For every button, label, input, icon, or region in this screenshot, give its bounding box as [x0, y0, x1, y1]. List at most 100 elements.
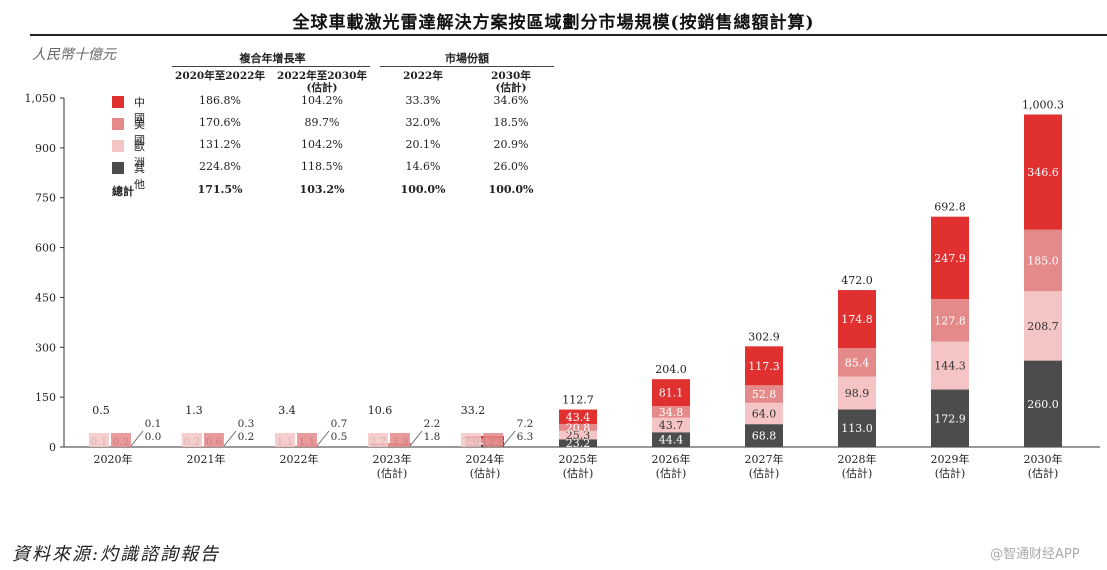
- table-cell: 18.5%: [493, 116, 529, 129]
- bar-segment-china: [652, 379, 690, 407]
- table-col-header: 2022年: [403, 70, 443, 82]
- segment-label: 174.8: [841, 313, 873, 326]
- segment-label: 7.2: [517, 418, 534, 430]
- bar-segment-usa: [390, 433, 410, 447]
- table-group-rule: [172, 66, 370, 67]
- bar-segment-usa: [652, 406, 690, 418]
- bar-segment-china: [931, 216, 969, 300]
- table-cell: 14.6%: [405, 160, 441, 173]
- x-tick-label: (估計): [1028, 466, 1059, 480]
- segment-label: 85.4: [845, 356, 870, 369]
- y-tick-label: 600: [35, 242, 56, 255]
- total-label: 33.2: [461, 404, 486, 417]
- table-group-share: 市場份額: [445, 52, 489, 65]
- segment-label: 260.0: [1027, 398, 1059, 411]
- segment-label: 0.2: [238, 431, 255, 443]
- segment-label: 346.6: [1027, 166, 1059, 179]
- table-cell: 104.2%: [301, 94, 343, 107]
- bar-segment-europe: [1024, 291, 1062, 361]
- bar-segment-china: [559, 409, 597, 424]
- table-cell: 131.2%: [199, 138, 241, 151]
- segment-label: 0.3: [238, 418, 255, 430]
- table-col-header: 2030年 (估計): [491, 70, 531, 94]
- x-tick-label: (估計): [563, 466, 594, 480]
- leader-line: [502, 430, 516, 447]
- bar-segment-usa: [483, 433, 503, 447]
- x-tick-label: 2024年: [466, 452, 505, 466]
- segment-label: 113.0: [841, 422, 873, 435]
- total-label: 10.6: [368, 404, 393, 417]
- x-tick-label: 2027年: [745, 452, 784, 466]
- total-label: 0.5: [92, 404, 110, 417]
- table-cell: 170.6%: [199, 116, 241, 129]
- leader-line: [223, 430, 237, 447]
- segment-label: 208.7: [1027, 320, 1059, 333]
- table-cell: 34.6%: [493, 94, 529, 107]
- segment-label: 172.9: [934, 412, 966, 425]
- x-tick-label: 2025年: [559, 452, 598, 466]
- segment-label: 0.0: [145, 431, 162, 443]
- table-total-cell: 171.5%: [197, 183, 243, 196]
- y-tick-label: 0: [49, 441, 56, 454]
- segment-label: 0.5: [331, 431, 348, 443]
- bar-segment-usa: [1024, 229, 1062, 292]
- segment-label: 68.8: [752, 430, 777, 443]
- y-tick-label: 1,050: [25, 92, 57, 105]
- bar-segment-usa: [297, 433, 317, 447]
- segment-label: 127.8: [934, 314, 966, 327]
- x-tick-label: 2023年: [373, 452, 412, 466]
- segment-label: 98.9: [845, 387, 870, 400]
- y-tick-label: 300: [35, 341, 56, 354]
- table-group-cagr: 複合年增長率: [239, 52, 306, 65]
- x-tick-label: (估計): [749, 466, 780, 480]
- bar-segment-europe: [461, 433, 481, 447]
- segment-label: 52.8: [752, 388, 777, 401]
- x-tick-label: (估計): [377, 466, 408, 480]
- table-cell: 118.5%: [301, 160, 343, 173]
- x-tick-label: 2026年: [652, 452, 691, 466]
- segment-label: 0.1: [145, 418, 162, 430]
- segment-label: 6.3: [517, 431, 534, 443]
- bar-segment-other: [745, 424, 783, 447]
- total-label: 302.9: [748, 330, 780, 343]
- y-tick-label: 450: [35, 291, 56, 304]
- bar-segment-usa: [111, 433, 131, 447]
- bar-segment-usa: [838, 348, 876, 377]
- segment-label: 2.2: [424, 418, 441, 430]
- segment-label: 185.0: [1027, 254, 1059, 267]
- table-cell: 20.1%: [405, 138, 441, 151]
- stacked-bar-chart: 01503004506007509001,0500.10.20.10.00.52…: [25, 92, 1100, 480]
- table-total-label: 總計: [112, 185, 134, 198]
- x-tick-label: 2021年: [187, 452, 226, 466]
- segment-label: 43.7: [659, 419, 684, 432]
- segment-label: 43.4: [566, 411, 591, 424]
- x-tick-label: (估計): [935, 466, 966, 480]
- segment-label: 20.8: [566, 421, 591, 434]
- leader-line: [130, 430, 144, 447]
- table-cell: 20.9%: [493, 138, 529, 151]
- y-tick-label: 750: [35, 192, 56, 205]
- bar-segment-europe: [745, 402, 783, 425]
- bar-segment-other: [931, 389, 969, 447]
- segment-label: 81.1: [659, 387, 684, 400]
- legend-label: 中國: [134, 96, 145, 125]
- legend-swatch: [112, 162, 124, 174]
- bar-segment-europe: [89, 433, 109, 447]
- bar-segment-europe: [275, 433, 295, 447]
- segment-label: 23.2: [566, 437, 591, 450]
- table-total-cell: 103.2%: [299, 183, 345, 196]
- x-tick-label: 2029年: [931, 452, 970, 466]
- segment-label: 64.0: [752, 407, 777, 420]
- table-cell: 26.0%: [493, 160, 529, 173]
- watermark: @智通财经APP: [990, 547, 1080, 562]
- segment-label: 44.4: [659, 434, 684, 447]
- y-tick-label: 900: [35, 142, 56, 155]
- bar-segment-europe: [931, 341, 969, 390]
- bar-segment-europe: [182, 433, 202, 447]
- x-tick-label: 2030年: [1024, 452, 1063, 466]
- table-cell: 33.3%: [405, 94, 441, 107]
- source-note: 資料來源:灼識諮詢報告: [12, 544, 221, 565]
- bar-segment-usa: [931, 299, 969, 342]
- bar-segment-usa: [559, 423, 597, 431]
- segment-label: 1.8: [424, 431, 441, 443]
